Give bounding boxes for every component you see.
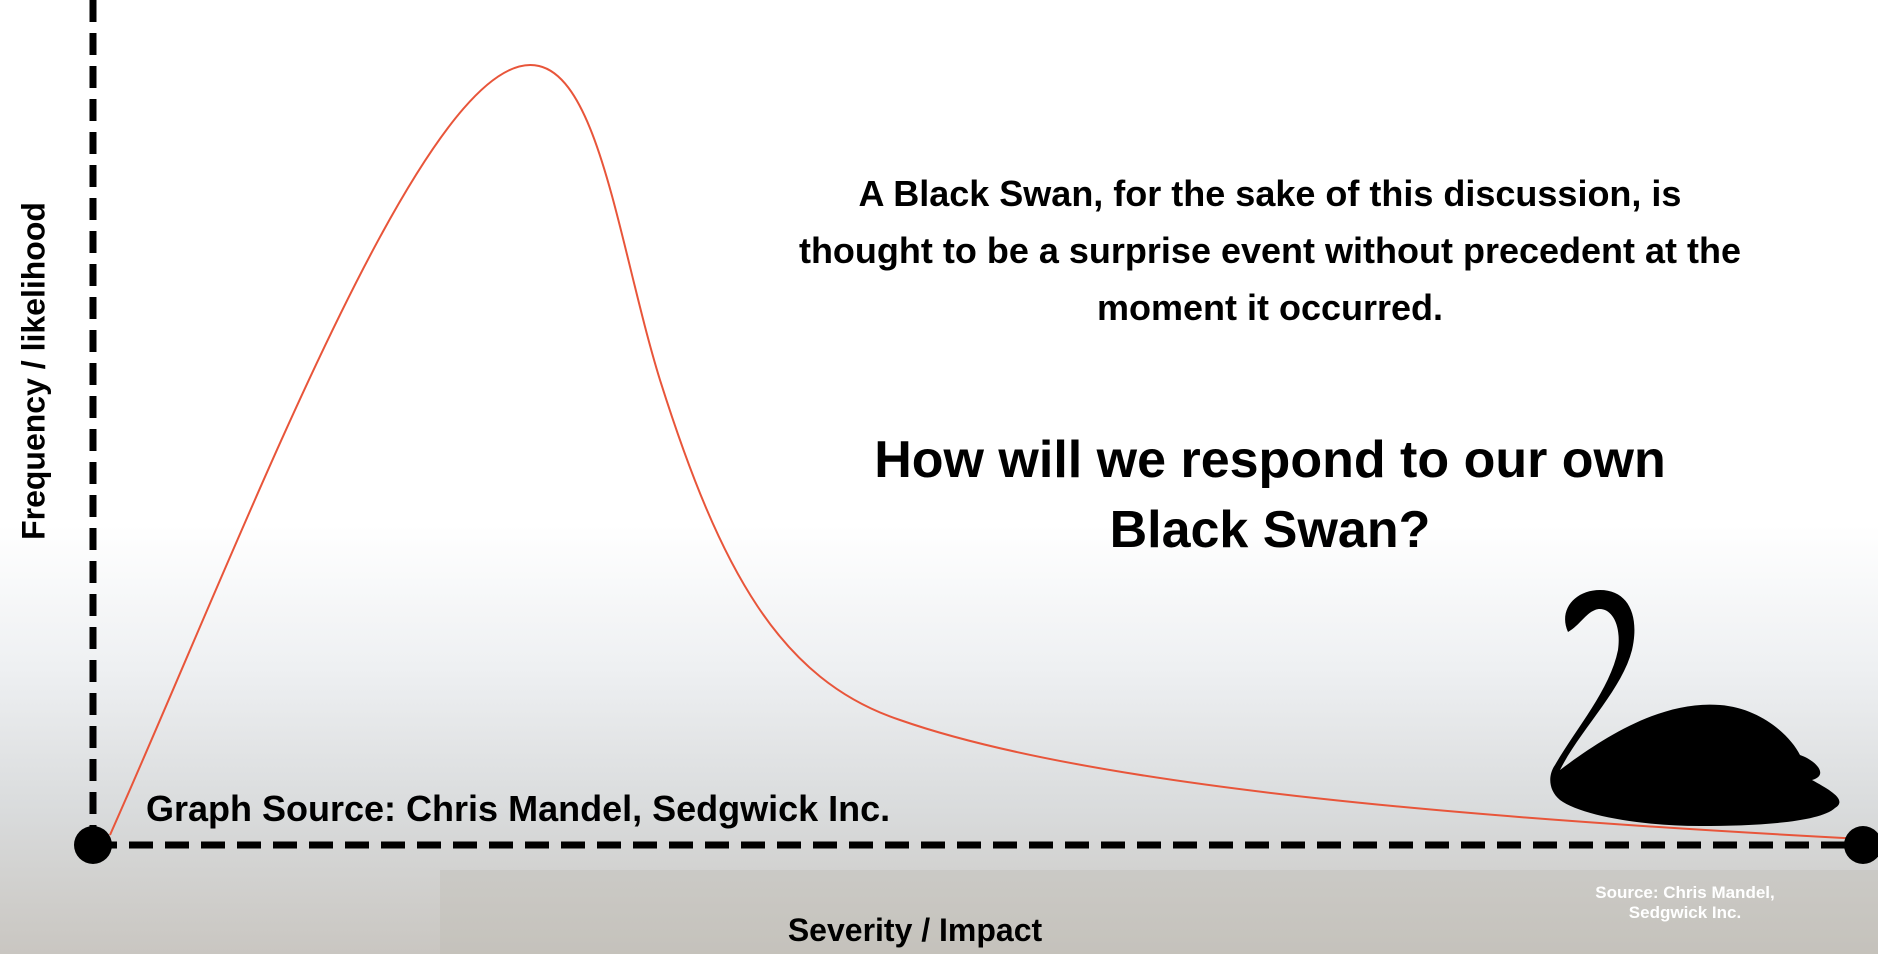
definition-text: A Black Swan, for the sake of this discu… bbox=[790, 165, 1750, 336]
question-text: How will we respond to our own Black Swa… bbox=[800, 425, 1740, 565]
origin-dot bbox=[74, 826, 112, 864]
slide: Frequency / likelihood A Black Swan, for… bbox=[0, 0, 1878, 954]
black-swan bbox=[1550, 590, 1839, 826]
x-axis-label: Severity / Impact bbox=[650, 912, 1180, 949]
graph-source: Graph Source: Chris Mandel, Sedgwick Inc… bbox=[146, 788, 890, 830]
y-axis-label: Frequency / likelihood bbox=[16, 202, 53, 540]
end-dot bbox=[1844, 826, 1878, 864]
image-source: Source: Chris Mandel, Sedgwick Inc. bbox=[1560, 883, 1810, 923]
